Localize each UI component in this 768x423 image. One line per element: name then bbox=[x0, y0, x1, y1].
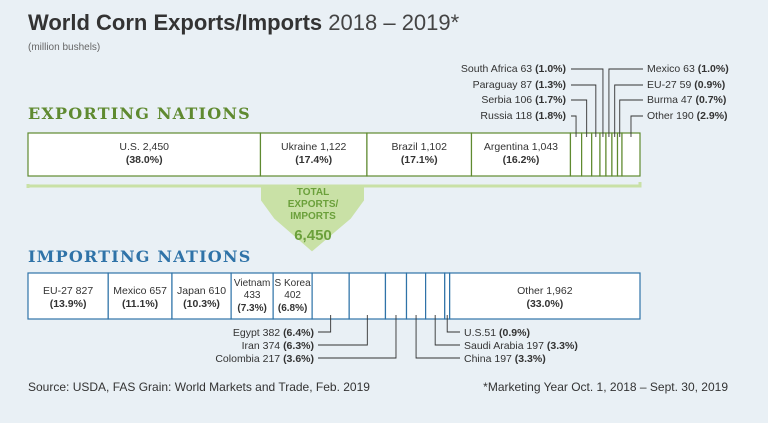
import-segment-china bbox=[405, 272, 427, 320]
import-callout-u-s: U.S.51 (0.9%) bbox=[464, 327, 530, 339]
import-segment-eu-27 bbox=[27, 272, 109, 320]
export-callout-other: Other 190 (2.9%) bbox=[647, 110, 728, 122]
import-segment-saudi-arabia bbox=[425, 272, 446, 320]
import-pct-other: (33.0%) bbox=[526, 298, 563, 310]
export-leader-eu-27 bbox=[614, 84, 643, 137]
export-leader-burma bbox=[619, 99, 643, 137]
export-label-u-s: U.S. 2,450 bbox=[119, 141, 169, 153]
unit-label: (million bushels) bbox=[28, 42, 101, 53]
import-label-japan: Japan 610 bbox=[177, 285, 226, 297]
import-name-vietnam: Vietnam bbox=[234, 278, 271, 289]
total-line-2: EXPORTS/ bbox=[288, 199, 339, 210]
export-callout-serbia: Serbia 106 (1.7%) bbox=[481, 94, 566, 106]
import-value-vietnam: 433 bbox=[244, 290, 261, 301]
import-segment-u-s bbox=[444, 272, 451, 320]
export-leader-south-africa bbox=[571, 68, 604, 137]
export-segment-eu-27 bbox=[611, 132, 619, 177]
import-leader-egypt bbox=[318, 315, 332, 333]
import-segment-egypt bbox=[311, 272, 350, 320]
export-pct-u-s: (38.0%) bbox=[126, 154, 163, 166]
import-segment-mexico bbox=[107, 272, 173, 320]
export-label-argentina: Argentina 1,043 bbox=[484, 141, 558, 153]
export-callout-russia: Russia 118 (1.8%) bbox=[480, 110, 566, 122]
import-segment-japan bbox=[171, 272, 232, 320]
total-line-1: TOTAL bbox=[297, 187, 329, 198]
arrow-bracket bbox=[26, 182, 642, 188]
export-callout-eu-27: EU-27 59 (0.9%) bbox=[647, 79, 725, 91]
export-leader-other bbox=[630, 115, 643, 137]
export-callout-south-africa: South Africa 63 (1.0%) bbox=[461, 63, 566, 75]
total-arrow: TOTAL EXPORTS/ IMPORTS 6,450 bbox=[26, 182, 642, 252]
export-segment-serbia bbox=[581, 132, 593, 177]
title-main: World Corn Exports/Imports bbox=[28, 10, 323, 35]
exporting-heading: EXPORTING NATIONS bbox=[28, 104, 251, 123]
source-note: Source: USDA, FAS Grain: World Markets a… bbox=[28, 380, 370, 394]
arrow-shape bbox=[261, 185, 364, 252]
export-segment-u-s bbox=[27, 132, 262, 177]
export-segment-paraguay bbox=[591, 132, 601, 177]
export-pct-ukraine: (17.4%) bbox=[295, 154, 332, 166]
import-name-s-korea: S Korea bbox=[275, 278, 312, 289]
export-callout-paraguay: Paraguay 87 (1.3%) bbox=[473, 79, 566, 91]
export-callout-mexico: Mexico 63 (1.0%) bbox=[647, 63, 729, 75]
import-leader-china bbox=[415, 315, 460, 359]
total-value: 6,450 bbox=[294, 227, 332, 244]
chart-title: World Corn Exports/Imports 2018 – 2019* bbox=[28, 10, 459, 36]
export-leader-serbia bbox=[571, 99, 588, 137]
export-pct-brazil: (17.1%) bbox=[401, 154, 438, 166]
export-segment-mexico bbox=[605, 132, 613, 177]
export-segment-argentina bbox=[470, 132, 572, 177]
export-segment-burma bbox=[616, 132, 623, 177]
import-pct-eu-27: (13.9%) bbox=[50, 298, 87, 310]
marketing-year-note: *Marketing Year Oct. 1, 2018 – Sept. 30,… bbox=[483, 380, 728, 394]
total-line-3: IMPORTS bbox=[290, 211, 336, 222]
export-callout-burma: Burma 47 (0.7%) bbox=[647, 94, 726, 106]
import-callout-iran: Iran 374 (6.3%) bbox=[242, 340, 314, 352]
import-label-mexico: Mexico 657 bbox=[113, 285, 167, 297]
import-segment-vietnam bbox=[230, 272, 274, 320]
import-leader-colombia bbox=[318, 315, 397, 359]
import-callout-egypt: Egypt 382 (6.4%) bbox=[233, 327, 314, 339]
import-pct-mexico: (11.1%) bbox=[122, 298, 158, 310]
import-pct-vietnam: (7.3%) bbox=[237, 303, 266, 314]
export-label-ukraine: Ukraine 1,122 bbox=[281, 141, 347, 153]
import-label-eu-27: EU-27 827 bbox=[43, 285, 93, 297]
export-pct-argentina: (16.2%) bbox=[503, 154, 540, 166]
export-segment-russia bbox=[569, 132, 583, 177]
export-label-brazil: Brazil 1,102 bbox=[391, 141, 447, 153]
import-pct-japan: (10.3%) bbox=[183, 298, 220, 310]
title-years: 2018 – 2019* bbox=[328, 10, 460, 35]
import-segment-colombia bbox=[384, 272, 408, 320]
export-segment-other bbox=[621, 132, 641, 177]
import-pct-s-korea: (6.8%) bbox=[278, 303, 307, 314]
export-bar-group: U.S. 2,450(38.0%) Ukraine 1,122(17.4%) Bra… bbox=[27, 63, 729, 177]
import-segment-s-korea bbox=[272, 272, 313, 320]
import-leader-u-s bbox=[446, 315, 460, 333]
import-leader-saudi-arabia bbox=[434, 315, 460, 346]
import-value-s-korea: 402 bbox=[284, 290, 301, 301]
import-segment-iran bbox=[348, 272, 387, 320]
importing-heading: IMPORTING NATIONS bbox=[28, 247, 252, 266]
import-callout-colombia: Colombia 217 (3.6%) bbox=[215, 353, 314, 365]
export-leader-mexico bbox=[608, 68, 643, 137]
export-leader-russia bbox=[571, 115, 577, 137]
import-callout-china: China 197 (3.3%) bbox=[464, 353, 546, 365]
import-leader-iran bbox=[318, 315, 368, 346]
import-label-other: Other 1,962 bbox=[517, 285, 573, 297]
import-bar-group: EU-27 827(13.9%) Mexico 657(11.1%) Japan 6… bbox=[27, 272, 641, 365]
import-segment-other bbox=[449, 272, 641, 320]
export-leader-paraguay bbox=[571, 84, 597, 137]
import-callout-saudi-arabia: Saudi Arabia 197 (3.3%) bbox=[464, 340, 578, 352]
export-segment-south-africa bbox=[599, 132, 607, 177]
